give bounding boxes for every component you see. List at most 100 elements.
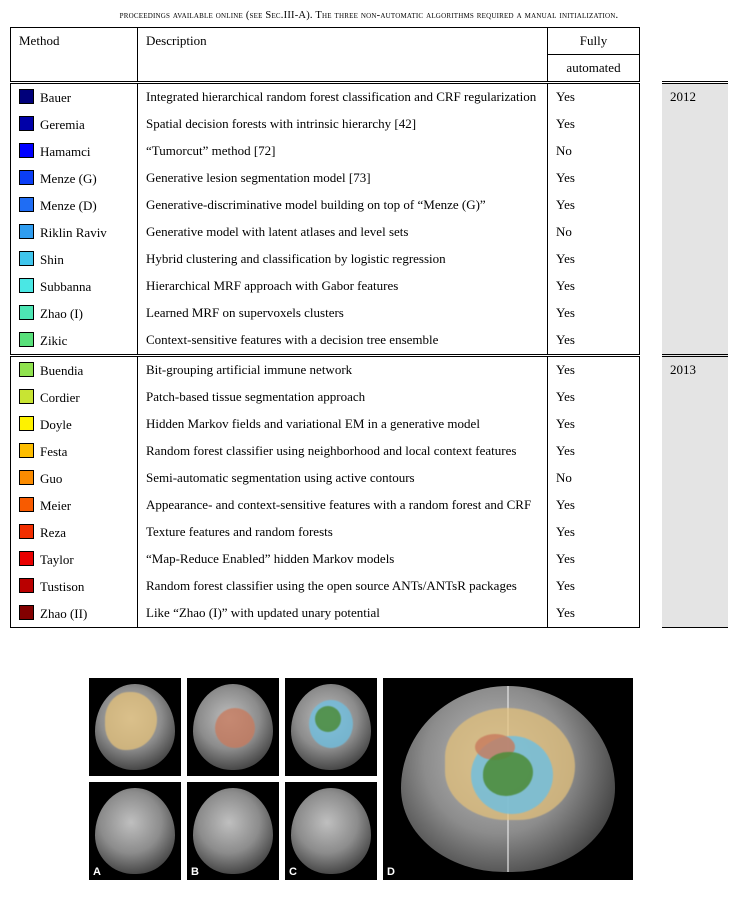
method-cell: Zhao (I): [11, 300, 138, 327]
col-method: Method: [11, 28, 138, 83]
panel-d: D: [383, 678, 633, 880]
auto-cell: Yes: [548, 83, 640, 112]
method-cell: Hamamci: [11, 138, 138, 165]
panel-a-top: [89, 678, 181, 776]
desc-cell: Random forest classifier using neighborh…: [138, 438, 548, 465]
auto-cell: Yes: [548, 165, 640, 192]
desc-cell: Appearance- and context-sensitive featur…: [138, 492, 548, 519]
color-swatch: [19, 416, 34, 431]
color-swatch: [19, 116, 34, 131]
desc-cell: Hybrid clustering and classification by …: [138, 246, 548, 273]
color-swatch: [19, 170, 34, 185]
color-swatch: [19, 578, 34, 593]
method-cell: Geremia: [11, 111, 138, 138]
method-cell: Zhao (II): [11, 600, 138, 628]
method-cell: Subbanna: [11, 273, 138, 300]
auto-cell: Yes: [548, 111, 640, 138]
col-desc: Description: [138, 28, 548, 83]
desc-cell: “Tumorcut” method [72]: [138, 138, 548, 165]
desc-cell: Patch-based tissue segmentation approach: [138, 384, 548, 411]
desc-cell: Generative-discriminative model building…: [138, 192, 548, 219]
method-cell: Taylor: [11, 546, 138, 573]
auto-cell: Yes: [548, 300, 640, 327]
color-swatch: [19, 224, 34, 239]
color-swatch: [19, 389, 34, 404]
auto-cell: Yes: [548, 546, 640, 573]
color-swatch: [19, 605, 34, 620]
auto-cell: No: [548, 219, 640, 246]
desc-cell: “Map-Reduce Enabled” hidden Markov model…: [138, 546, 548, 573]
method-cell: Menze (D): [11, 192, 138, 219]
method-cell: Tustison: [11, 573, 138, 600]
color-swatch: [19, 305, 34, 320]
color-swatch: [19, 251, 34, 266]
desc-cell: Random forest classifier using the open …: [138, 573, 548, 600]
methods-table: Method Description Fully automated Bauer…: [10, 27, 728, 628]
method-cell: Buendia: [11, 356, 138, 385]
method-cell: Doyle: [11, 411, 138, 438]
color-swatch: [19, 497, 34, 512]
desc-cell: Hidden Markov fields and variational EM …: [138, 411, 548, 438]
panel-a-bot: A: [89, 782, 181, 880]
desc-cell: Spatial decision forests with intrinsic …: [138, 111, 548, 138]
auto-cell: Yes: [548, 411, 640, 438]
desc-cell: Learned MRF on supervoxels clusters: [138, 300, 548, 327]
year-cell: 2013: [662, 356, 728, 628]
panel-letter-d: D: [387, 866, 395, 878]
desc-cell: Generative model with latent atlases and…: [138, 219, 548, 246]
desc-cell: Generative lesion segmentation model [73…: [138, 165, 548, 192]
auto-cell: No: [548, 138, 640, 165]
color-swatch: [19, 524, 34, 539]
method-cell: Meier: [11, 492, 138, 519]
auto-cell: Yes: [548, 356, 640, 385]
panel-letter-c: C: [289, 866, 297, 878]
desc-cell: Context-sensitive features with a decisi…: [138, 327, 548, 356]
panel-c-bot: C: [285, 782, 377, 880]
color-swatch: [19, 443, 34, 458]
desc-cell: Integrated hierarchical random forest cl…: [138, 83, 548, 112]
auto-cell: Yes: [548, 273, 640, 300]
auto-cell: No: [548, 465, 640, 492]
auto-cell: Yes: [548, 192, 640, 219]
panel-c-top: [285, 678, 377, 776]
auto-cell: Yes: [548, 519, 640, 546]
method-cell: Bauer: [11, 83, 138, 112]
desc-cell: Hierarchical MRF approach with Gabor fea…: [138, 273, 548, 300]
method-cell: Cordier: [11, 384, 138, 411]
method-cell: Menze (G): [11, 165, 138, 192]
auto-cell: Yes: [548, 573, 640, 600]
method-cell: Guo: [11, 465, 138, 492]
color-swatch: [19, 332, 34, 347]
color-swatch: [19, 470, 34, 485]
color-swatch: [19, 551, 34, 566]
auto-cell: Yes: [548, 492, 640, 519]
color-swatch: [19, 278, 34, 293]
panel-b-top: [187, 678, 279, 776]
panel-letter-a: A: [93, 866, 101, 878]
auto-cell: Yes: [548, 327, 640, 356]
year-cell: 2012: [662, 83, 728, 356]
segmentation-figure: A B C D: [89, 678, 649, 880]
desc-cell: Texture features and random forests: [138, 519, 548, 546]
color-swatch: [19, 143, 34, 158]
desc-cell: Bit-grouping artificial immune network: [138, 356, 548, 385]
color-swatch: [19, 197, 34, 212]
method-cell: Festa: [11, 438, 138, 465]
panel-letter-b: B: [191, 866, 199, 878]
auto-cell: Yes: [548, 438, 640, 465]
desc-cell: Semi-automatic segmentation using active…: [138, 465, 548, 492]
method-cell: Zikic: [11, 327, 138, 356]
col-auto1: Fully: [548, 28, 640, 55]
col-auto2: automated: [548, 55, 640, 83]
desc-cell: Like “Zhao (I)” with updated unary poten…: [138, 600, 548, 628]
method-cell: Shin: [11, 246, 138, 273]
color-swatch: [19, 362, 34, 377]
method-cell: Riklin Raviv: [11, 219, 138, 246]
table-caption: proceedings available online (see Sec.II…: [10, 10, 728, 21]
auto-cell: Yes: [548, 246, 640, 273]
panel-b-bot: B: [187, 782, 279, 880]
method-cell: Reza: [11, 519, 138, 546]
auto-cell: Yes: [548, 600, 640, 628]
auto-cell: Yes: [548, 384, 640, 411]
color-swatch: [19, 89, 34, 104]
